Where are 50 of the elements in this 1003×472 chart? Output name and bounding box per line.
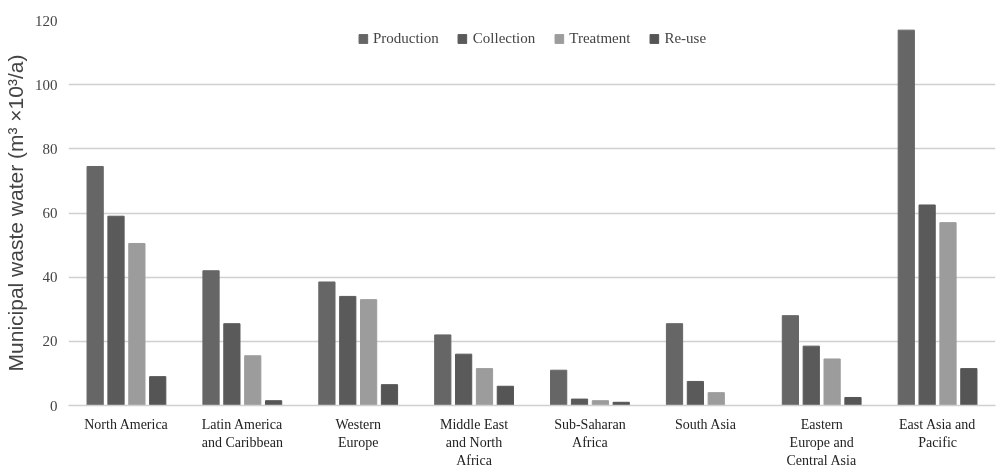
bar [264, 400, 283, 406]
y-tick-label: 60 [42, 205, 58, 221]
bar [897, 29, 915, 406]
y-axis-title: Municipal waste water (m³ ×10³/a) [4, 54, 27, 372]
y-tick-label: 120 [35, 12, 58, 29]
y-tick-label: 40 [42, 269, 58, 286]
bar [496, 385, 514, 406]
bar [86, 165, 104, 406]
legend-label: Re-use [664, 30, 707, 47]
bar [844, 396, 862, 406]
bar [960, 368, 978, 406]
bar [339, 295, 357, 406]
bar [475, 368, 494, 406]
x-tick-label: Sub-Saharan Africa [554, 416, 626, 450]
y-tick-label: 0 [50, 397, 58, 414]
bar [823, 358, 841, 406]
bar [918, 204, 936, 406]
x-tick-label: Latin America and Caribbean [201, 416, 283, 450]
bar [939, 222, 957, 406]
bar [550, 369, 568, 406]
bar [591, 400, 609, 406]
bar [128, 242, 146, 406]
bar [360, 299, 378, 406]
legend-label: Treatment [569, 30, 631, 47]
bar [223, 323, 241, 406]
bar [434, 334, 452, 406]
x-tick-label: Western Europe [335, 416, 381, 450]
bar [380, 384, 399, 406]
bar [781, 315, 800, 406]
bar [244, 355, 262, 406]
y-tick-label: 20 [42, 333, 58, 350]
x-tick-label: North America [84, 416, 169, 432]
legend-label: Production [372, 30, 439, 47]
bar [570, 398, 589, 406]
x-tick-label: Middle East and North Africa [440, 416, 509, 468]
x-tick-label: South Asia [674, 416, 737, 432]
bar [107, 215, 125, 406]
x-tick-label: East Asia and Pacific [899, 416, 976, 450]
bar [802, 345, 820, 406]
bar [686, 380, 704, 406]
y-tick-label: 100 [35, 76, 58, 93]
bar [149, 376, 167, 406]
bar [202, 270, 220, 406]
bar [665, 323, 684, 406]
legend-label: Collection [472, 30, 536, 47]
x-tick-label: Eastern Europe and Central Asia [786, 416, 857, 468]
bar [318, 281, 336, 406]
bar [455, 353, 473, 406]
y-tick-label: 80 [42, 140, 58, 157]
bar [707, 392, 725, 406]
